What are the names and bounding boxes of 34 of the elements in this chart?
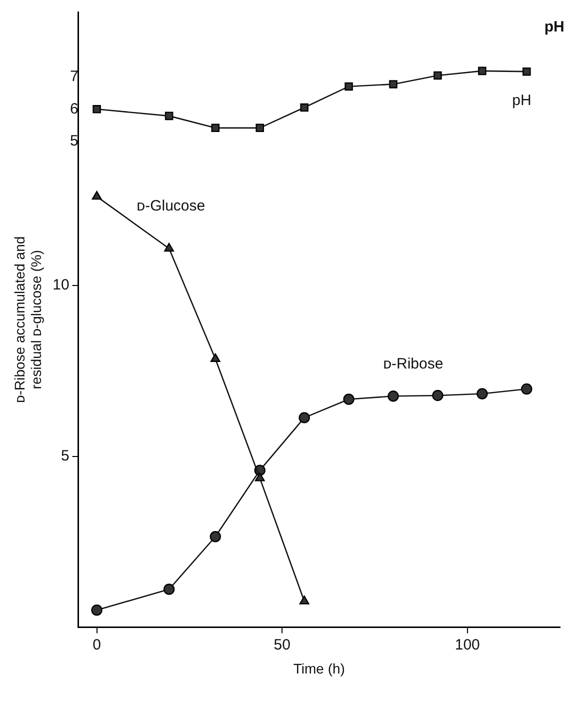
- point: [210, 531, 221, 542]
- point: [254, 472, 265, 482]
- point: [163, 584, 175, 595]
- series-label: ᴅ-Ribose: [383, 355, 444, 372]
- x-tick-label: 50: [274, 636, 290, 654]
- y2-axis-title: pH: [544, 18, 564, 36]
- y-tick-label: 10: [52, 276, 70, 294]
- x-tick-label: 100: [454, 636, 480, 654]
- point: [211, 124, 220, 132]
- point: [432, 390, 444, 402]
- point: [434, 71, 442, 80]
- point: [522, 67, 531, 76]
- point: [344, 82, 353, 91]
- point: [299, 596, 310, 604]
- point: [92, 190, 102, 200]
- point: [92, 105, 101, 114]
- series-label: ᴅ-Glucose: [136, 198, 206, 215]
- x-tick-label: 0: [92, 636, 101, 654]
- point: [476, 388, 488, 400]
- point: [343, 394, 354, 405]
- y-axis-title: ᴅ-Ribose accumulated and residual ᴅ-glucose (%): [11, 236, 44, 403]
- point: [389, 80, 398, 88]
- series-label: pH: [512, 92, 532, 110]
- point: [91, 604, 102, 616]
- point: [298, 412, 310, 424]
- point: [164, 242, 174, 252]
- point: [256, 124, 264, 132]
- point: [478, 66, 486, 76]
- x-axis-title: Time (h): [293, 660, 345, 676]
- point: [521, 383, 532, 395]
- point: [164, 112, 174, 120]
- point: [388, 390, 399, 402]
- point: [210, 353, 220, 362]
- point: [300, 103, 308, 112]
